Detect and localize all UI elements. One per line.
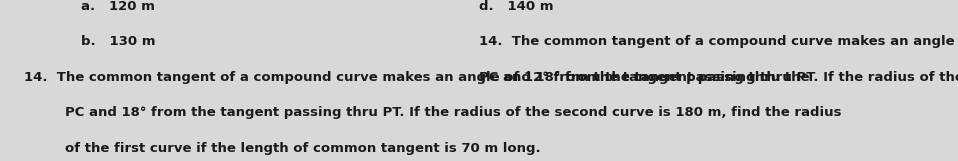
Text: 14.  The common tangent of a compound curve makes an angle of 12° from the tange: 14. The common tangent of a compound cur… — [479, 35, 958, 48]
Text: PC and 18° from the tangent passing thru PT. If the radius of the second curve i: PC and 18° from the tangent passing thru… — [479, 71, 958, 84]
Text: b.   130 m: b. 130 m — [81, 35, 156, 48]
Text: PC and 18° from the tangent passing thru PT. If the radius of the second curve i: PC and 18° from the tangent passing thru… — [65, 106, 842, 119]
Text: of the first curve if the length of common tangent is 70 m long.: of the first curve if the length of comm… — [65, 142, 540, 155]
Text: 14.  The common tangent of a compound curve makes an angle of 12° from the tange: 14. The common tangent of a compound cur… — [24, 71, 810, 84]
Text: a.   120 m: a. 120 m — [81, 0, 155, 13]
Text: d.   140 m: d. 140 m — [479, 0, 554, 13]
